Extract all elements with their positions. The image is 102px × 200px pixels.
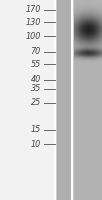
Bar: [57, 0, 71, 200]
Bar: [0, 0, 55, 200]
Text: 130: 130: [25, 18, 41, 27]
Text: 35: 35: [31, 84, 41, 93]
Text: 55: 55: [31, 60, 41, 69]
Text: 70: 70: [31, 47, 41, 56]
Bar: [74, 0, 102, 200]
Text: 10: 10: [31, 140, 41, 149]
Text: 15: 15: [31, 125, 41, 134]
Text: 170: 170: [25, 5, 41, 14]
Text: 40: 40: [31, 75, 41, 84]
Text: 25: 25: [31, 98, 41, 107]
Text: 100: 100: [25, 32, 41, 41]
